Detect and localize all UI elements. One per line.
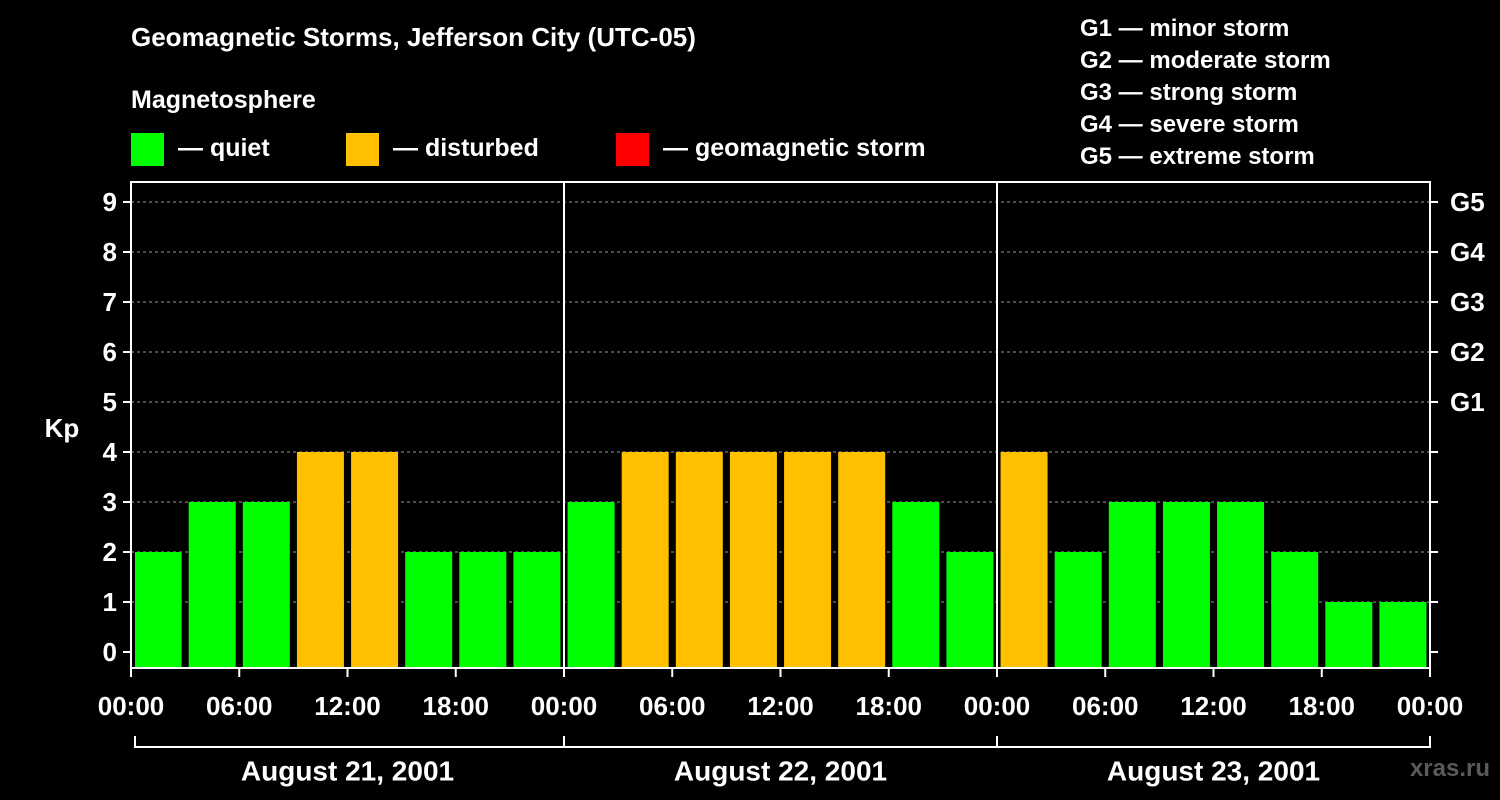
legend-label-storm: — geomagnetic storm [663,134,926,162]
chart-title: Geomagnetic Storms, Jefferson City (UTC-… [131,22,696,52]
storm-scale-g5: G5 — extreme storm [1080,143,1315,170]
storm-scale-g3: G3 — strong storm [1080,79,1298,106]
kp-bar [621,452,669,668]
kp-bar [1271,552,1319,668]
y-tick-label: 7 [103,287,117,317]
x-tick-label: 12:00 [1180,691,1247,721]
legend-swatch-storm [616,133,649,166]
legend-label-disturbed: — disturbed [393,134,539,162]
storm-scale-g1: G1 — minor storm [1080,15,1290,42]
g-scale-label: G2 [1450,337,1485,367]
y-tick-label: 0 [103,637,117,667]
y-tick-label: 1 [103,587,117,617]
y-tick-label: 5 [103,387,117,417]
y-axis-label: Kp [45,413,80,443]
kp-bar [459,552,507,668]
g-scale-label: G5 [1450,187,1485,217]
y-tick-label: 2 [103,537,117,567]
kp-bar [351,452,399,668]
y-tick-label: 9 [103,187,117,217]
legend-swatch-quiet [131,133,164,166]
kp-bar [784,452,832,668]
kp-bar [1162,502,1210,668]
storm-scale-g4: G4 — severe storm [1080,111,1299,138]
kp-bar [675,452,723,668]
x-tick-label: 00:00 [964,691,1031,721]
kp-bar [1325,602,1373,668]
kp-bar [1054,552,1102,668]
day-label: August 23, 2001 [1107,756,1320,787]
x-tick-label: 06:00 [206,691,273,721]
kp-bar [1108,502,1156,668]
kp-bar [296,452,344,668]
day-label: August 22, 2001 [674,756,887,787]
storm-scale-g2: G2 — moderate storm [1080,47,1331,74]
x-tick-label: 12:00 [314,691,381,721]
g-scale-label: G3 [1450,287,1485,317]
x-tick-label: 12:00 [747,691,814,721]
legend-swatch-disturbed [346,133,379,166]
kp-bar [1217,502,1265,668]
watermark: xras.ru [1409,755,1490,782]
y-tick-label: 4 [103,437,118,467]
kp-bar [729,452,777,668]
y-tick-label: 6 [103,337,117,367]
x-tick-label: 00:00 [531,691,598,721]
kp-bar [513,552,561,668]
kp-bar [892,502,940,668]
x-tick-label: 18:00 [423,691,490,721]
g-scale-label: G1 [1450,387,1485,417]
y-tick-label: 8 [103,237,117,267]
x-tick-label: 06:00 [639,691,706,721]
day-label: August 21, 2001 [241,756,454,787]
kp-bar [242,502,290,668]
kp-bar [1000,452,1048,668]
legend-title: Magnetosphere [131,86,316,114]
x-tick-label: 06:00 [1072,691,1139,721]
x-tick-label: 18:00 [856,691,923,721]
kp-bar [405,552,453,668]
x-tick-label: 00:00 [1397,691,1464,721]
y-tick-label: 3 [103,487,117,517]
kp-bar [838,452,886,668]
kp-bar [946,552,994,668]
g-scale-label: G4 [1450,237,1485,267]
legend-label-quiet: — quiet [178,134,270,162]
kp-bar [135,552,182,668]
kp-bar [1379,602,1427,668]
kp-bar [188,502,236,668]
storm-scale-legend: G1 — minor storm G2 — moderate storm G3 … [1080,14,1331,174]
kp-bar [567,502,615,668]
x-tick-label: 18:00 [1289,691,1356,721]
x-tick-label: 00:00 [98,691,165,721]
